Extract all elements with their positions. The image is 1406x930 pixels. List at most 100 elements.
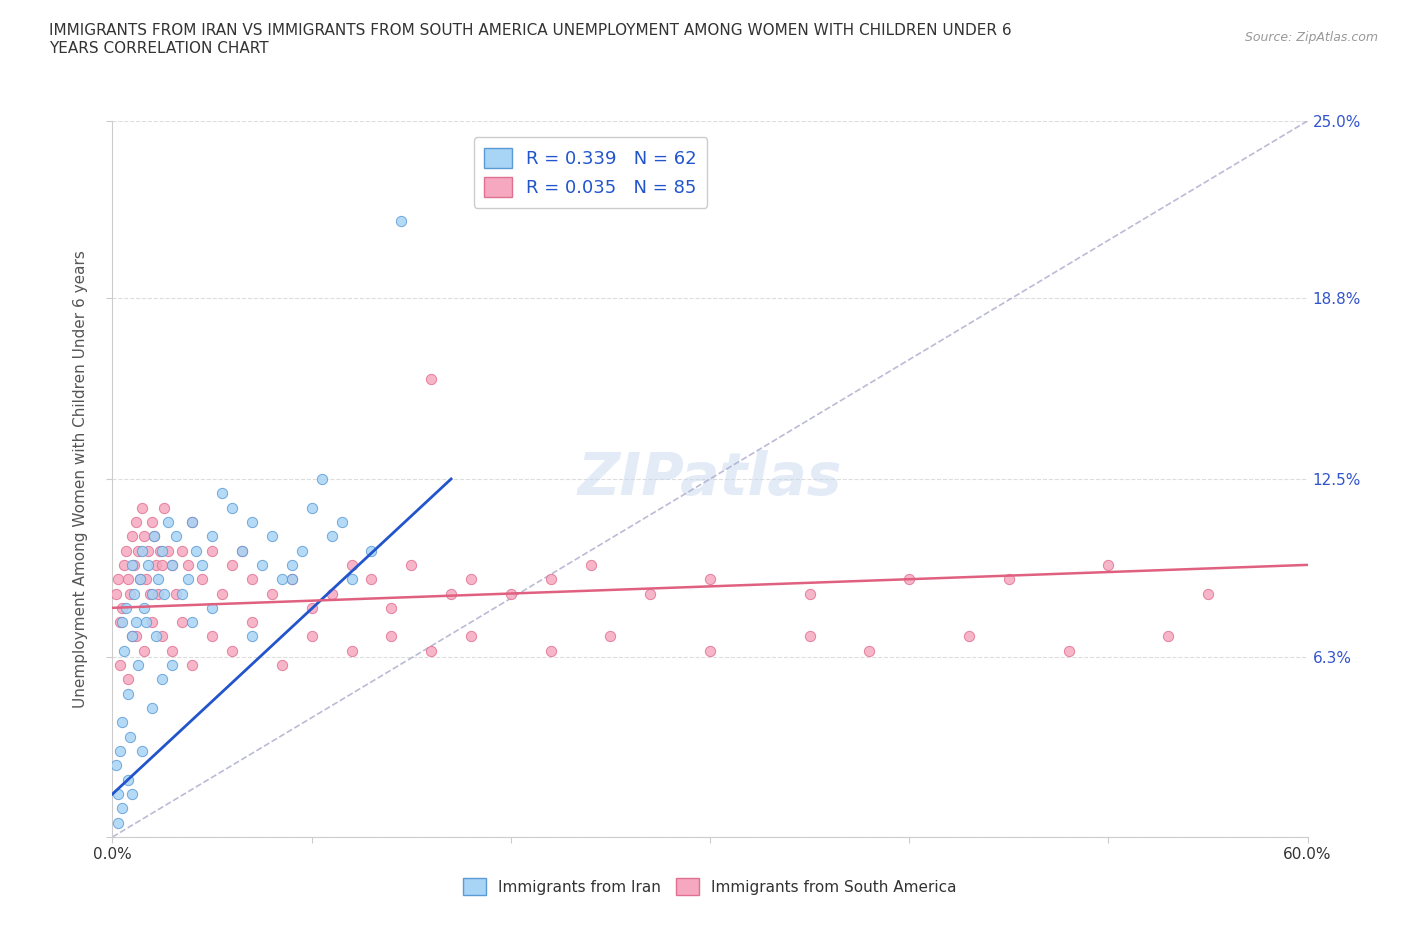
Point xyxy=(240,572,263,587)
Point xyxy=(153,500,176,515)
Point xyxy=(150,543,173,558)
Point xyxy=(150,629,173,644)
Point xyxy=(124,586,146,601)
Point xyxy=(191,572,214,587)
Point xyxy=(149,543,172,558)
Point xyxy=(460,629,482,644)
Text: ZIPatlas: ZIPatlas xyxy=(578,450,842,508)
Point xyxy=(150,672,173,687)
Point xyxy=(110,744,132,759)
Point xyxy=(165,529,187,544)
Point xyxy=(127,543,149,558)
Point xyxy=(111,801,134,816)
Point xyxy=(117,686,139,701)
Point xyxy=(401,557,423,572)
Point xyxy=(231,543,253,558)
Point xyxy=(281,572,304,587)
Point xyxy=(120,586,142,601)
Point xyxy=(301,500,323,515)
Point xyxy=(499,586,522,601)
Point xyxy=(957,629,980,644)
Point xyxy=(1197,586,1219,601)
Point xyxy=(120,729,142,744)
Point xyxy=(105,758,128,773)
Point xyxy=(440,586,463,601)
Point xyxy=(148,572,170,587)
Point xyxy=(138,543,160,558)
Point xyxy=(131,744,153,759)
Point xyxy=(181,658,204,672)
Point xyxy=(291,543,314,558)
Point xyxy=(858,644,880,658)
Point xyxy=(321,529,343,544)
Point xyxy=(301,629,323,644)
Point xyxy=(281,557,304,572)
Point xyxy=(157,543,180,558)
Point xyxy=(177,557,200,572)
Point xyxy=(340,572,363,587)
Point xyxy=(117,772,139,787)
Point xyxy=(699,644,721,658)
Point xyxy=(181,514,204,529)
Y-axis label: Unemployment Among Women with Children Under 6 years: Unemployment Among Women with Children U… xyxy=(73,250,89,708)
Point xyxy=(201,529,224,544)
Point xyxy=(139,586,162,601)
Point xyxy=(240,514,263,529)
Point xyxy=(172,615,194,630)
Point xyxy=(111,615,134,630)
Point xyxy=(270,658,292,672)
Point xyxy=(240,615,263,630)
Point xyxy=(799,586,821,601)
Point xyxy=(540,572,562,587)
Point xyxy=(898,572,921,587)
Point xyxy=(181,615,204,630)
Point xyxy=(360,572,382,587)
Point xyxy=(111,601,134,616)
Point xyxy=(172,586,194,601)
Point xyxy=(121,787,143,802)
Point xyxy=(340,644,363,658)
Point xyxy=(330,514,353,529)
Point xyxy=(321,586,343,601)
Point xyxy=(260,586,283,601)
Point xyxy=(141,514,163,529)
Point xyxy=(127,658,149,672)
Point xyxy=(129,572,152,587)
Point xyxy=(380,629,402,644)
Point xyxy=(420,371,443,386)
Point xyxy=(111,715,134,730)
Point xyxy=(114,557,135,572)
Point xyxy=(141,586,163,601)
Point xyxy=(131,543,153,558)
Point xyxy=(135,572,157,587)
Point xyxy=(281,572,304,587)
Point xyxy=(134,601,156,616)
Point xyxy=(250,557,273,572)
Point xyxy=(145,629,167,644)
Point xyxy=(181,514,204,529)
Point xyxy=(148,586,170,601)
Point xyxy=(121,557,143,572)
Point xyxy=(162,557,183,572)
Point xyxy=(460,572,482,587)
Point xyxy=(110,658,132,672)
Point xyxy=(231,543,253,558)
Point xyxy=(599,629,621,644)
Point xyxy=(138,557,160,572)
Point xyxy=(340,557,363,572)
Point xyxy=(117,672,139,687)
Point xyxy=(141,615,163,630)
Point xyxy=(579,557,602,572)
Point xyxy=(380,601,402,616)
Point xyxy=(143,529,166,544)
Point xyxy=(125,615,148,630)
Point xyxy=(107,572,129,587)
Point xyxy=(311,472,333,486)
Point xyxy=(143,529,166,544)
Point xyxy=(420,644,443,658)
Point xyxy=(1057,644,1080,658)
Point xyxy=(162,644,183,658)
Point xyxy=(240,629,263,644)
Point xyxy=(115,543,138,558)
Point xyxy=(360,543,382,558)
